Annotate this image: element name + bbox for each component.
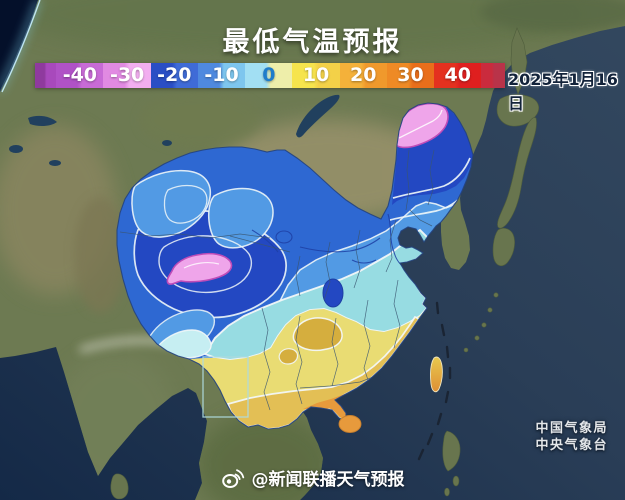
cold-pocket-oval	[322, 278, 344, 308]
colorbar-endcap	[35, 63, 57, 88]
agency-credit: 中国气象局 中央气象台	[535, 420, 608, 454]
contour-white-pink-ne	[398, 109, 443, 139]
colorbar-endcap	[481, 63, 505, 88]
contour-white-pink-tibet	[183, 262, 220, 269]
agency-line1: 中国气象局	[535, 421, 608, 436]
forecast-date: 2025年1月16日	[508, 70, 618, 113]
province-borders	[119, 149, 435, 411]
colorbar: -40 -30 -20 -10 0 10 20 30 40	[35, 63, 505, 88]
colorbar-segment-30: 30	[386, 63, 435, 88]
watermark-handle: @新闻联播天气预报	[251, 470, 405, 490]
colorbar-segment-20: 20	[339, 63, 387, 88]
band-orange-coast	[303, 376, 380, 410]
colorbar-segment--40: -40	[56, 63, 104, 88]
colorbar-segment-10: 10	[292, 63, 340, 88]
island-kyushu	[492, 227, 515, 267]
island-hokkaido	[496, 94, 540, 127]
china-national-border	[116, 102, 474, 430]
band-gold-small	[278, 348, 299, 365]
page-title: 最低气温预报	[222, 27, 403, 58]
island-taiwan	[430, 356, 443, 393]
island-luzon	[442, 430, 461, 472]
island-hainan	[338, 415, 362, 433]
lake-baikal	[296, 94, 340, 138]
colorbar-segment--30: -30	[103, 63, 151, 88]
nine-dash-line	[417, 301, 452, 461]
island-honshu	[497, 117, 537, 229]
contour-white-tibet-inner	[158, 235, 253, 294]
islands	[110, 27, 540, 500]
island-sakhalin	[510, 27, 528, 95]
island-srilanka	[110, 473, 129, 500]
atmosphere-arc	[0, 0, 40, 91]
watermark: @新闻联播天气预报	[0, 465, 625, 490]
colorbar-segment-0: 0	[245, 63, 293, 88]
atmosphere-arc-inner	[1, 0, 41, 93]
cold-spot-pink-tibet	[166, 252, 233, 285]
south-china-sea-inset-box	[202, 356, 249, 418]
band-yellow-south	[166, 308, 427, 429]
lakes	[9, 94, 340, 166]
colorbar-segment--20: -20	[150, 63, 198, 88]
weibo-icon	[221, 467, 245, 489]
colorbar-segment-40: 40	[434, 63, 482, 88]
agency-line2: 中央气象台	[535, 438, 608, 453]
band-gold-sichuan	[292, 317, 343, 352]
colorbar-segment--10: -10	[197, 63, 246, 88]
contour-white-xinjiang-inner	[163, 184, 208, 224]
